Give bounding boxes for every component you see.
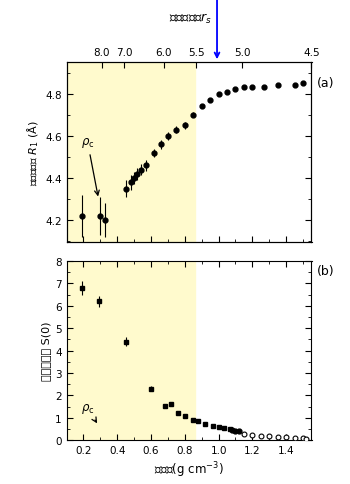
- Text: 5.25: 5.25: [202, 0, 232, 58]
- Y-axis label: 原子間距離 $R_1$ (Å): 原子間距離 $R_1$ (Å): [25, 120, 41, 185]
- Text: $\rho_{\rm c}$: $\rho_{\rm c}$: [81, 401, 96, 423]
- Text: 電子半径　$r_s$: 電子半径 $r_s$: [169, 12, 212, 26]
- Text: (b): (b): [316, 265, 334, 278]
- Text: $\rho_{\rm c}$: $\rho_{\rm c}$: [81, 136, 99, 196]
- Bar: [66, 63, 195, 242]
- X-axis label: 密度　(g cm$^{-3}$): 密度 (g cm$^{-3}$): [154, 459, 224, 479]
- Bar: [66, 261, 195, 440]
- Y-axis label: 密度ゆらぎ S(0): 密度ゆらぎ S(0): [41, 321, 51, 380]
- Text: (a): (a): [316, 77, 334, 90]
